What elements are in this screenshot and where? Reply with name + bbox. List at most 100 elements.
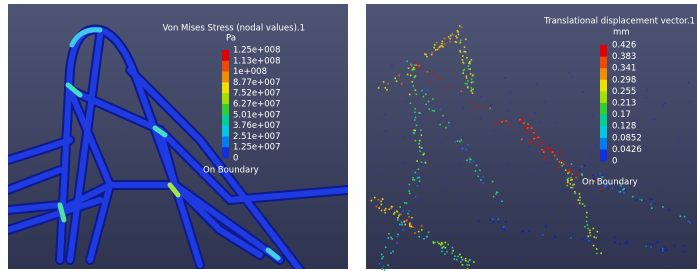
point bbox=[385, 113, 386, 114]
point bbox=[683, 245, 685, 247]
point bbox=[376, 205, 378, 207]
point bbox=[409, 193, 411, 195]
point bbox=[472, 81, 474, 83]
point bbox=[391, 65, 392, 66]
point bbox=[483, 107, 485, 109]
point bbox=[508, 110, 509, 111]
point bbox=[459, 163, 460, 164]
point bbox=[421, 225, 423, 227]
colorbar-segment bbox=[600, 45, 607, 57]
point bbox=[397, 236, 399, 238]
colorbar-segment bbox=[600, 115, 607, 127]
point bbox=[477, 105, 479, 107]
point bbox=[660, 250, 662, 252]
colorbar-segment bbox=[222, 50, 229, 61]
point bbox=[623, 192, 625, 194]
point bbox=[651, 207, 653, 209]
point bbox=[387, 83, 389, 85]
point bbox=[555, 159, 557, 161]
point bbox=[579, 197, 581, 199]
point bbox=[650, 246, 652, 248]
point bbox=[663, 246, 665, 248]
colorbar-segment bbox=[222, 104, 229, 115]
point bbox=[456, 259, 458, 261]
point bbox=[432, 73, 434, 75]
point bbox=[418, 143, 420, 145]
point bbox=[579, 202, 581, 204]
point bbox=[465, 75, 467, 77]
point bbox=[650, 243, 652, 245]
point bbox=[534, 136, 536, 138]
point bbox=[396, 242, 398, 244]
legend-label: 2.51e+007 bbox=[233, 132, 281, 142]
point bbox=[571, 179, 573, 181]
legend-label: 0.426 bbox=[612, 41, 636, 51]
point bbox=[432, 110, 434, 112]
point bbox=[427, 71, 429, 73]
point bbox=[441, 181, 442, 182]
point bbox=[441, 45, 443, 47]
point bbox=[419, 180, 421, 182]
point bbox=[414, 119, 416, 121]
point bbox=[451, 234, 452, 235]
point bbox=[482, 183, 484, 185]
point bbox=[500, 120, 502, 122]
point bbox=[455, 187, 456, 188]
point bbox=[411, 217, 413, 219]
point bbox=[399, 224, 401, 226]
point bbox=[588, 206, 589, 207]
point bbox=[461, 134, 462, 135]
point bbox=[482, 176, 484, 178]
point bbox=[527, 123, 529, 125]
point bbox=[441, 242, 443, 244]
point bbox=[612, 187, 614, 189]
point bbox=[439, 79, 441, 81]
point bbox=[412, 179, 414, 181]
point bbox=[456, 42, 458, 44]
point bbox=[656, 248, 657, 249]
point bbox=[480, 179, 482, 181]
point bbox=[421, 229, 423, 231]
legend-label: 0.0426 bbox=[612, 145, 642, 155]
point bbox=[574, 191, 576, 193]
point bbox=[454, 258, 456, 260]
point bbox=[432, 98, 434, 100]
point bbox=[439, 46, 441, 48]
point bbox=[572, 77, 573, 78]
point bbox=[516, 130, 518, 132]
point bbox=[459, 25, 461, 27]
point bbox=[498, 122, 500, 124]
point bbox=[441, 247, 443, 249]
point bbox=[572, 184, 574, 186]
point bbox=[554, 122, 555, 123]
point bbox=[561, 165, 563, 167]
point bbox=[473, 261, 475, 263]
point bbox=[662, 206, 664, 208]
point bbox=[393, 213, 395, 215]
point bbox=[372, 247, 373, 248]
point bbox=[534, 129, 536, 131]
point bbox=[415, 89, 417, 91]
point bbox=[618, 191, 620, 193]
point bbox=[470, 159, 472, 161]
point bbox=[443, 246, 445, 248]
point bbox=[381, 268, 383, 270]
point bbox=[466, 77, 468, 79]
point bbox=[471, 79, 473, 81]
point bbox=[667, 210, 668, 211]
point bbox=[682, 155, 683, 156]
point bbox=[406, 202, 408, 204]
point bbox=[399, 214, 401, 216]
point bbox=[470, 161, 471, 162]
point bbox=[563, 163, 565, 165]
point bbox=[436, 42, 438, 44]
point bbox=[559, 161, 561, 163]
point bbox=[419, 67, 421, 69]
legend-footer: On Boundary bbox=[582, 178, 638, 188]
point bbox=[437, 241, 439, 243]
point bbox=[443, 38, 445, 40]
point bbox=[665, 250, 667, 252]
point bbox=[581, 173, 583, 175]
point bbox=[409, 222, 411, 224]
point bbox=[463, 196, 464, 197]
